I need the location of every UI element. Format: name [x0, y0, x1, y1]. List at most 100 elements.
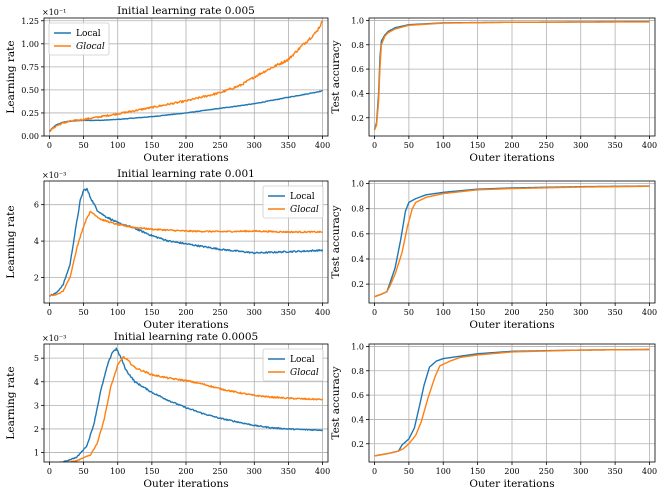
legend-label: Local	[76, 29, 101, 39]
x-tick-label: 300	[573, 467, 588, 476]
y-tick-label: 0.6	[351, 230, 364, 239]
x-axis-label: Outer iterations	[469, 478, 554, 490]
x-tick-label: 150	[470, 141, 485, 150]
y-axis-label: Learning rate	[5, 366, 17, 439]
y-tick-label: 0.4	[351, 89, 364, 98]
x-axis-label: Outer iterations	[143, 319, 228, 331]
x-tick-label: 400	[642, 141, 657, 150]
x-tick-label: 0	[372, 141, 377, 150]
legend-box	[262, 185, 324, 219]
x-tick-label: 50	[79, 308, 89, 317]
y-tick-label: 0.00	[21, 132, 39, 141]
x-axis-label: Outer iterations	[143, 152, 228, 164]
x-tick-label: 250	[212, 308, 227, 317]
x-tick-label: 350	[607, 308, 622, 317]
y-tick-label: 0.2	[351, 440, 364, 449]
x-tick-label: 0	[372, 467, 377, 476]
x-tick-label: 250	[539, 141, 554, 150]
series-line-glocal	[373, 21, 650, 131]
x-tick-label: 0	[47, 308, 52, 317]
x-tick-label: 150	[144, 467, 159, 476]
x-tick-label: 300	[247, 141, 262, 150]
axes-frame	[368, 17, 656, 137]
series-line-local	[49, 187, 324, 297]
legend-label: Glocal	[290, 205, 319, 215]
series-line-glocal	[49, 210, 323, 297]
chart-title: Initial learning rate 0.001	[117, 168, 255, 180]
x-tick-label: 350	[281, 141, 296, 150]
x-tick-label: 50	[404, 467, 414, 476]
x-tick-label: 250	[539, 467, 554, 476]
y-tick-label: 0.2	[351, 280, 364, 289]
y-tick-label: 0.6	[351, 391, 364, 400]
y-axis-label: Learning rate	[5, 40, 17, 113]
axis-scale-label: ×10⁻³	[42, 171, 66, 180]
y-tick-label: 0.25	[21, 109, 39, 118]
series-line-glocal	[49, 20, 324, 133]
axes-frame	[43, 343, 329, 463]
x-tick-label: 200	[504, 308, 519, 317]
x-tick-label: 400	[315, 467, 330, 476]
x-tick-label: 350	[281, 308, 296, 317]
x-tick-label: 100	[436, 308, 451, 317]
x-tick-label: 100	[110, 467, 125, 476]
x-tick-label: 0	[372, 308, 377, 317]
x-tick-label: 300	[573, 141, 588, 150]
x-tick-label: 100	[110, 141, 125, 150]
y-tick-label: 1.25	[21, 17, 39, 26]
y-tick-label: 0.2	[351, 114, 364, 123]
y-tick-label: 0.8	[351, 205, 364, 214]
y-tick-label: 2	[34, 425, 39, 434]
series-line-local	[49, 89, 323, 132]
x-tick-label: 250	[539, 308, 554, 317]
y-tick-label: 5	[34, 354, 39, 363]
panel-p10: 0 50 100 150 200 250 300 350 400 2 4 6 Initial learn…	[5, 168, 330, 331]
x-tick-label: 400	[642, 308, 657, 317]
x-tick-label: 100	[436, 141, 451, 150]
y-axis-label: Test accuracy	[330, 205, 342, 278]
x-tick-label: 350	[607, 141, 622, 150]
x-tick-label: 400	[315, 308, 330, 317]
x-axis-label: Outer iterations	[469, 152, 554, 164]
y-tick-label: 1.0	[351, 180, 364, 189]
x-axis-label: Outer iterations	[143, 478, 228, 490]
x-tick-label: 150	[144, 141, 159, 150]
series-line-glocal	[374, 348, 650, 457]
y-tick-label: 0.75	[21, 63, 39, 72]
legend: Local Glocal	[48, 22, 110, 56]
y-tick-label: 2	[34, 274, 39, 283]
x-tick-label: 50	[79, 141, 89, 150]
axis-scale-label: ×10⁻³	[42, 334, 66, 343]
y-tick-label: 0.4	[351, 255, 364, 264]
panel-p00: 0 50 100 150 200 250 300 350 400 0.00 0.25 0.50 0.75…	[5, 5, 330, 164]
panel-p11: 0 50 100 150 200 250 300 350 400 0.2 0.4 0.6 0.8 1.0 O…	[330, 180, 657, 331]
x-tick-label: 250	[212, 467, 227, 476]
y-axis-label: Learning rate	[5, 205, 17, 278]
x-tick-label: 200	[178, 308, 193, 317]
x-tick-label: 0	[47, 141, 52, 150]
x-tick-label: 400	[315, 141, 330, 150]
legend-label: Local	[290, 355, 315, 365]
x-tick-label: 350	[281, 467, 296, 476]
axes-frame	[43, 17, 329, 137]
x-tick-label: 150	[470, 467, 485, 476]
x-tick-label: 150	[144, 308, 159, 317]
x-tick-label: 250	[212, 141, 227, 150]
y-tick-label: 1.00	[21, 40, 39, 49]
legend-label: Local	[290, 192, 315, 202]
y-tick-label: 4	[34, 378, 39, 387]
x-tick-label: 350	[607, 467, 622, 476]
legend-label: Glocal	[290, 368, 319, 378]
x-tick-label: 400	[642, 467, 657, 476]
axis-scale-label: ×10⁻¹	[42, 8, 66, 17]
panel-p20: 0 50 100 150 200 250 300 350 400 1 2 3 4 5 Initial lea…	[5, 331, 330, 490]
y-axis-label: Test accuracy	[330, 366, 342, 439]
legend-label: Glocal	[76, 42, 105, 52]
chart-title: Initial learning rate 0.0005	[114, 331, 258, 343]
y-axis-label: Test accuracy	[330, 40, 342, 113]
x-tick-label: 50	[404, 141, 414, 150]
x-tick-label: 200	[504, 141, 519, 150]
legend: Local Glocal	[262, 348, 324, 382]
x-tick-label: 300	[247, 308, 262, 317]
